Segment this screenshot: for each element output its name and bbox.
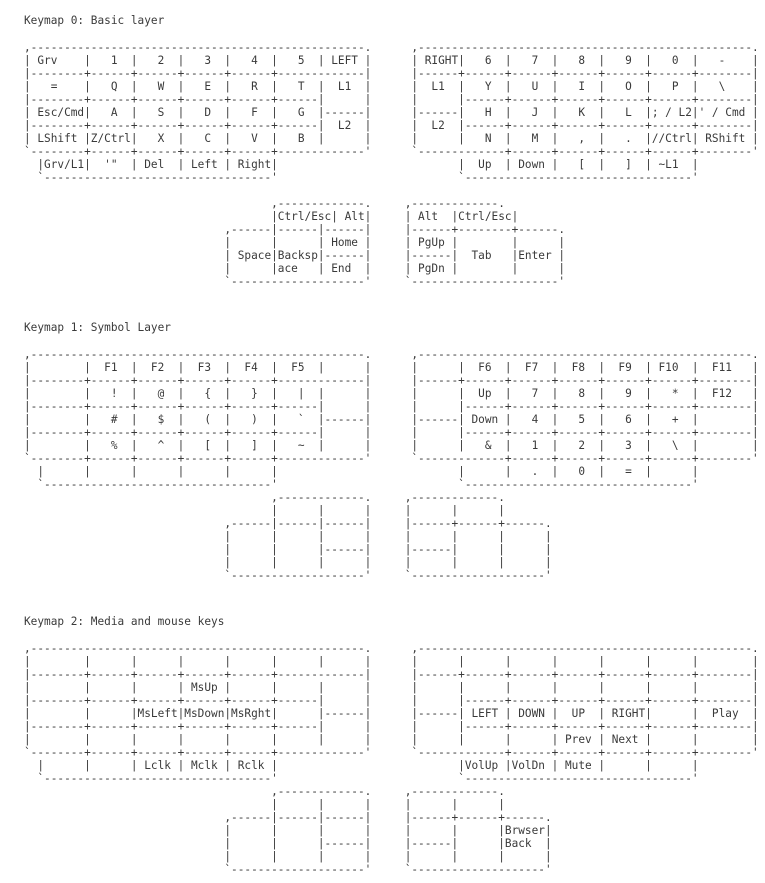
keymap-1-title: Keymap 1: Symbol Layer: [24, 321, 171, 334]
keymap-2-ascii-diagram: ,---------------------------------------…: [24, 642, 759, 876]
keymap-0-title: Keymap 0: Basic layer: [24, 14, 165, 27]
keymap-section-symbol-layer: Keymap 1: Symbol Layer ,----------------…: [24, 321, 765, 582]
keymap-section-media-mouse: Keymap 2: Media and mouse keys ,--------…: [24, 615, 765, 876]
keymap-0-ascii-diagram: ,---------------------------------------…: [24, 41, 759, 288]
keymap-1-ascii-diagram: ,---------------------------------------…: [24, 348, 759, 582]
keymap-2-title: Keymap 2: Media and mouse keys: [24, 615, 225, 628]
keymap-section-basic-layer: Keymap 0: Basic layer ,-----------------…: [24, 14, 765, 288]
